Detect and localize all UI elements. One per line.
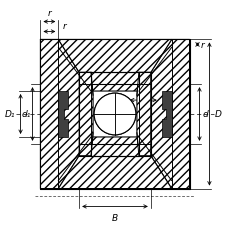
Polygon shape (161, 92, 171, 137)
Text: r: r (141, 88, 144, 97)
Polygon shape (58, 92, 68, 137)
Text: D: D (213, 110, 220, 119)
Polygon shape (40, 40, 91, 189)
Text: r: r (47, 8, 51, 17)
Polygon shape (91, 144, 138, 156)
Text: D₁: D₁ (5, 110, 16, 119)
Polygon shape (138, 40, 189, 189)
Text: r: r (62, 22, 66, 30)
Text: r: r (200, 41, 203, 50)
Polygon shape (58, 40, 171, 92)
Text: d: d (202, 110, 207, 119)
Circle shape (94, 94, 135, 135)
Text: B: B (112, 213, 117, 222)
Polygon shape (136, 73, 150, 156)
Circle shape (94, 94, 135, 135)
Polygon shape (79, 73, 93, 156)
Polygon shape (91, 73, 138, 85)
Polygon shape (58, 137, 171, 189)
Text: d₁: d₁ (21, 110, 30, 119)
